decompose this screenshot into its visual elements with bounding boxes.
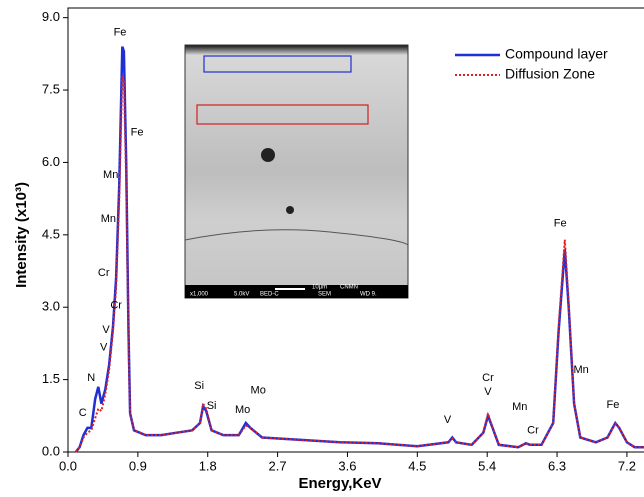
legend-label: Diffusion Zone [505,66,595,82]
inset-image: 10µm CNMN x1,000 5.0kV BED-C SEM WD 9. [185,45,408,298]
peak-label: Mo [251,385,266,397]
x-tick-label: 1.8 [199,458,217,473]
inset-scale: 10µm [312,285,327,291]
x-axis-label: Energy,KeV [298,475,381,492]
sem-micrograph [185,45,408,298]
peak-label: Mn [512,401,527,413]
peak-label: Cr [527,425,539,437]
x-tick-label: 6.3 [548,458,566,473]
pore [286,206,294,214]
y-tick-label: 9.0 [42,9,60,24]
inset-lab: CNMN [340,285,358,291]
peak-label: Fe [114,27,127,39]
peak-label: V [100,342,108,354]
peak-label: V [444,414,452,426]
inset-mode: SEM [318,292,331,298]
peak-label: V [484,386,492,398]
x-tick-label: 4.5 [408,458,426,473]
peak-label: Fe [607,399,620,411]
chart: 10µm CNMN x1,000 5.0kV BED-C SEM WD 9. E… [0,0,644,497]
y-tick-label: 3.0 [42,299,60,314]
pore [261,148,275,162]
inset-wd: WD 9. [360,292,377,298]
peak-label: Mn [101,213,116,225]
peak-label: Fe [131,126,144,138]
y-tick-label: 1.5 [42,371,60,386]
peak-label: Mn [103,169,118,181]
x-tick-label: 3.6 [338,458,356,473]
peak-label: Cr [98,267,110,279]
y-tick-label: 4.5 [42,226,60,241]
x-tick-label: 0.0 [59,458,77,473]
x-tick-label: 5.4 [478,458,496,473]
peak-label: Cr [482,372,494,384]
peak-label: Si [194,380,204,392]
peak-label: C [79,407,87,419]
legend-label: Compound layer [505,46,608,62]
y-axis-label: Intensity (x10³) [13,182,30,288]
y-tick-label: 6.0 [42,154,60,169]
peak-label: Mo [235,404,250,416]
page: 10µm CNMN x1,000 5.0kV BED-C SEM WD 9. E… [0,0,644,497]
x-tick-label: 2.7 [269,458,287,473]
x-tick-label: 7.2 [618,458,636,473]
peak-label: Fe [554,218,567,230]
peak-label: Mn [573,364,588,376]
peak-label: V [102,324,110,336]
peak-label: Si [207,400,217,412]
peak-label: N [87,372,95,384]
y-tick-label: 7.5 [42,81,60,96]
x-tick-label: 0.9 [129,458,147,473]
y-tick-label: 0.0 [42,443,60,458]
inset-voltage: 5.0kV [234,292,249,298]
peak-label: Cr [110,300,122,312]
inset-detector: BED-C [260,292,279,298]
inset-mag: x1,000 [190,292,209,298]
